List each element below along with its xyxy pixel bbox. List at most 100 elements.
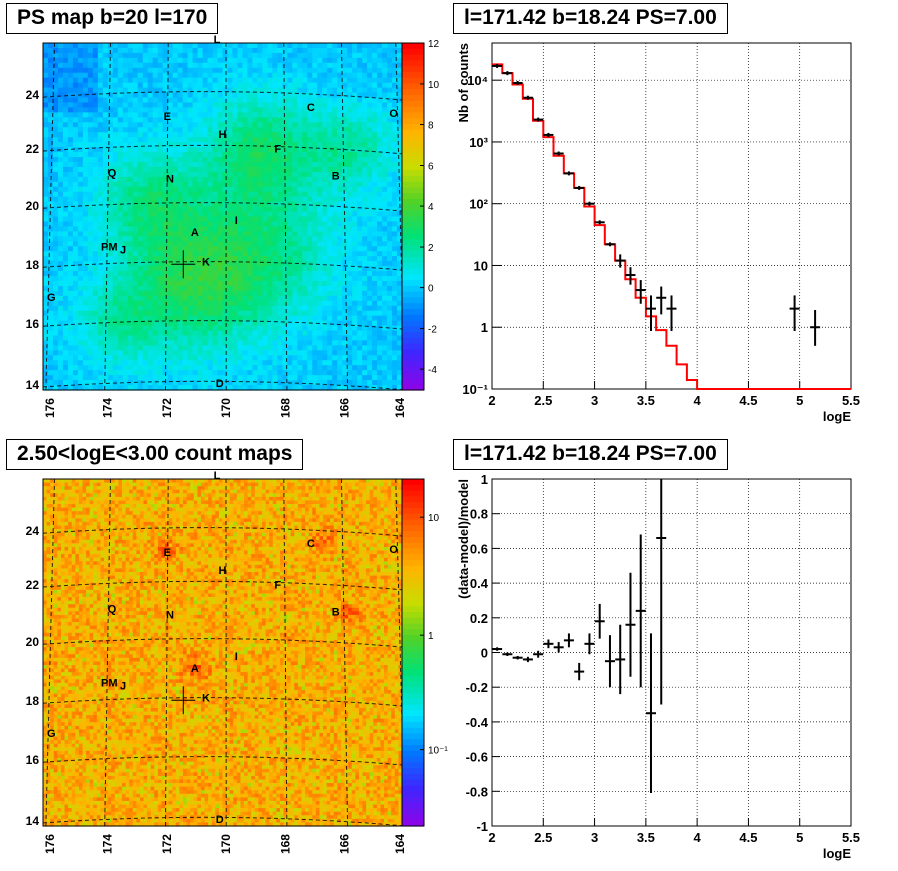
ps-map-meridian bbox=[104, 42, 111, 391]
residual-y-tick-label: -0.6 bbox=[466, 750, 488, 765]
count-map-x-tick-label: 176 bbox=[43, 834, 57, 854]
ps-map-source-label: J bbox=[120, 245, 126, 257]
residual-x-tick-label: 5.5 bbox=[842, 830, 860, 845]
spectrum-y-tick-label: 10⁴ bbox=[467, 73, 488, 88]
count-map-source-label: O bbox=[389, 544, 398, 556]
residual-y-tick-label: -1 bbox=[476, 819, 488, 834]
count-map-cells bbox=[43, 479, 403, 827]
ps-map-colorbar-tick-label: -2 bbox=[428, 325, 437, 336]
spectrum-y-tick-label: 10⁻¹ bbox=[462, 382, 488, 397]
spectrum-y-tick-label: 10² bbox=[469, 197, 488, 212]
ps-map-parallel bbox=[42, 261, 403, 271]
count-map-x-tick-label: 168 bbox=[278, 834, 292, 854]
count-map-meridian bbox=[45, 478, 55, 827]
ps-map-source-label: K bbox=[202, 256, 210, 268]
residual-y-axis-label: (data-model)/model bbox=[456, 479, 471, 599]
ps-map-parallel bbox=[42, 320, 403, 330]
ps-map-colorbar-tick-label: 8 bbox=[428, 121, 434, 132]
count-map-source-label: H bbox=[219, 565, 227, 577]
count-map-source-label: PM bbox=[101, 678, 118, 690]
count-map-meridian bbox=[104, 478, 111, 827]
residual-y-tick-label: -0.4 bbox=[466, 715, 489, 730]
count-map-source-label: C bbox=[307, 538, 315, 550]
count-map-source-label: J bbox=[120, 681, 126, 693]
residual-title: l=171.42 b=18.24 PS=7.00 bbox=[453, 439, 728, 470]
count-map-parallel bbox=[42, 697, 403, 707]
count-map-parallel bbox=[42, 580, 403, 591]
count-map-meridian bbox=[341, 478, 349, 827]
count-map-x-tick-label: 164 bbox=[393, 834, 407, 854]
ps-map-source-label: E bbox=[164, 111, 171, 123]
ps-map-source-label: C bbox=[307, 102, 315, 114]
residual-x-tick-label: 4.5 bbox=[739, 830, 757, 845]
ps-map-source-label: O bbox=[389, 108, 398, 120]
ps-map-colorbar-tick-label: 12 bbox=[428, 39, 440, 50]
count-map-colorbar-tick-label: 1 bbox=[428, 631, 434, 642]
residual-y-tick-label: 0.2 bbox=[470, 611, 488, 626]
spectrum-x-tick-label: 4 bbox=[694, 393, 702, 408]
ps-map-colorbar-frame bbox=[401, 42, 425, 391]
count-map-parallel bbox=[42, 816, 403, 827]
count-map-colorbar-frame bbox=[401, 478, 425, 827]
residual-y-tick-label: 0.6 bbox=[470, 541, 488, 556]
count-map-colorbar-tick-label: 10 bbox=[428, 513, 440, 524]
ps-map-title: PS map b=20 l=170 bbox=[6, 3, 219, 34]
ps-map-source-label: D bbox=[216, 378, 224, 390]
spectrum-frame bbox=[491, 42, 852, 390]
count-map-meridian bbox=[283, 478, 288, 827]
count-map-source-label: A bbox=[191, 663, 199, 675]
spectrum-x-tick-label: 5.5 bbox=[842, 393, 860, 408]
count-map-parallel bbox=[42, 756, 403, 766]
ps-map-colorbar-tick-label: 0 bbox=[428, 284, 434, 295]
ps-map-graticule bbox=[42, 42, 406, 391]
spectrum-x-axis-label: logE bbox=[823, 409, 851, 424]
ps-map-x-tick-label: 166 bbox=[338, 398, 352, 418]
count-map-colorbar bbox=[402, 479, 424, 827]
ps-map-colorbar-tick-label: 10 bbox=[428, 80, 440, 91]
residual-x-tick-label: 2 bbox=[488, 830, 495, 845]
spectrum-grid bbox=[492, 43, 851, 389]
spectrum-model-line bbox=[492, 63, 851, 390]
count-map-source-label: E bbox=[164, 547, 171, 559]
ps-map-parallel bbox=[42, 380, 403, 391]
ps-map-source-label: B bbox=[332, 170, 340, 182]
spectrum-x-tick-label: 2 bbox=[488, 393, 495, 408]
count-map-title: 2.50<logE<3.00 count maps bbox=[6, 439, 304, 470]
ps-map-meridian bbox=[165, 42, 169, 391]
ps-map-source-label: Q bbox=[108, 167, 117, 179]
spectrum-x-tick-label: 4.5 bbox=[739, 393, 757, 408]
ps-map-colorbar-tick-label: 2 bbox=[428, 243, 434, 254]
count-map-source-label: K bbox=[202, 692, 210, 704]
ps-map-source-label: A bbox=[191, 227, 199, 239]
count-map-source-label: D bbox=[216, 814, 224, 826]
residual-y-tick-label: 0.8 bbox=[470, 507, 488, 522]
count-map-source-label: B bbox=[332, 606, 340, 618]
spectrum-x-tick-label: 2.5 bbox=[534, 393, 552, 408]
count-map-parallel bbox=[42, 527, 403, 537]
ps-map-source-label: I bbox=[235, 215, 238, 227]
ps-map-source-label: F bbox=[274, 144, 281, 156]
spectrum-y-axis-label: Nb of counts bbox=[456, 43, 471, 122]
count-map-colorbar-tick-label: 10⁻¹ bbox=[428, 746, 448, 757]
ps-map-source-label: PM bbox=[101, 242, 118, 254]
ps-map-source-label: H bbox=[219, 129, 227, 141]
ps-map-source-label: N bbox=[166, 173, 174, 185]
count-map-source-label: L bbox=[214, 470, 221, 482]
count-map-x-tick-label: 174 bbox=[101, 834, 115, 854]
ps-map-y-tick-label: 18 bbox=[26, 258, 40, 272]
spectrum-y-tick-label: 10 bbox=[474, 258, 488, 273]
ps-map-x-tick-label: 168 bbox=[278, 398, 292, 418]
count-map-x-tick-label: 170 bbox=[219, 834, 233, 854]
residual-x-tick-label: 4 bbox=[694, 830, 702, 845]
count-map-parallel bbox=[42, 638, 403, 648]
ps-map-y-tick-label: 16 bbox=[26, 317, 40, 331]
ps-map-source-label: L bbox=[214, 34, 221, 46]
residual-grid bbox=[492, 479, 851, 826]
residual-y-tick-label: 0 bbox=[481, 646, 488, 661]
count-map-y-tick-label: 14 bbox=[26, 814, 40, 828]
ps-map-x-tick-label: 174 bbox=[101, 398, 115, 418]
ps-map-colorbar-tick-label: 4 bbox=[428, 202, 434, 213]
count-map-source-label: Q bbox=[108, 603, 117, 615]
ps-map-y-tick-label: 22 bbox=[26, 142, 40, 156]
